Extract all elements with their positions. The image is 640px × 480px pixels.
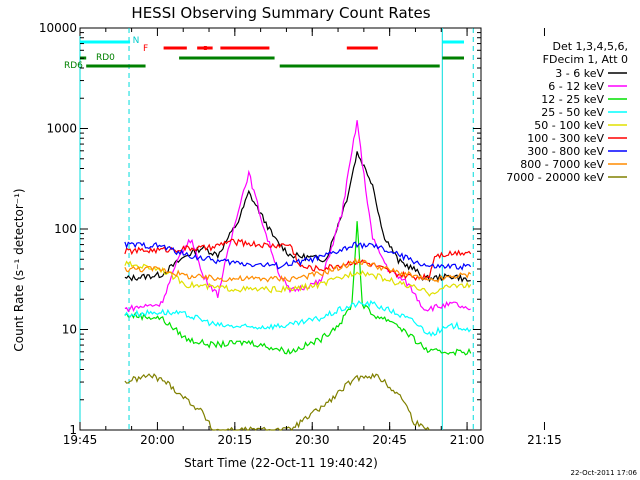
x-tick-label: 20:45: [372, 433, 407, 447]
series-line: [124, 120, 471, 313]
x-axis-label: Start Time (22-Oct-11 19:40:42): [184, 456, 378, 470]
legend-header: Det 1,3,4,5,6,: [552, 40, 628, 53]
footer-timestamp: 22-Oct-2011 17:06: [571, 469, 638, 477]
legend-label: 12 - 25 keV: [541, 93, 604, 106]
axes: 19:45 20:00 20:15 20:30 20:45 21:00 21:15 1 10 10…: [39, 21, 562, 447]
legend-label: 6 - 12 keV: [548, 80, 604, 93]
legend-label: 100 - 300 keV: [527, 132, 604, 145]
legend: Det 1,3,4,5,6,FDecim 1, Att 03 - 6 keV6 …: [506, 40, 628, 184]
y-tick-label: 100: [54, 222, 77, 236]
y-tick-label: 1: [69, 423, 77, 437]
y-tick-label: 10000: [39, 21, 77, 35]
y-axis-label: Count Rate (s⁻¹ detector⁻¹): [12, 188, 26, 351]
y-tick-label: 10: [62, 323, 77, 337]
plot-frame-group: [79, 27, 482, 431]
legend-label: 3 - 6 keV: [555, 67, 604, 80]
legend-label: 300 - 800 keV: [527, 145, 604, 158]
x-tick-label: 20:30: [295, 433, 330, 447]
series-line: [124, 372, 430, 432]
series-line: [124, 241, 472, 271]
legend-label: 25 - 50 keV: [541, 106, 604, 119]
series-line: [124, 257, 472, 283]
legend-label: 800 - 7000 keV: [520, 158, 604, 171]
plot-frame: [79, 27, 482, 431]
chart-title: HESSI Observing Summary Count Rates: [131, 4, 430, 22]
flare-label: F: [143, 44, 148, 54]
series-line: [124, 221, 472, 357]
legend-label: 50 - 100 keV: [534, 119, 604, 132]
night-label: N: [133, 36, 140, 46]
series-line: [124, 260, 472, 297]
series-lines: [124, 120, 472, 432]
series-line: [124, 151, 471, 283]
x-tick-label: 20:00: [140, 433, 175, 447]
rd6-label: RD6: [64, 61, 83, 71]
flare-bar: [203, 46, 207, 50]
series-line: [124, 299, 472, 338]
x-tick-label: 20:15: [218, 433, 253, 447]
observing-flags: RD0 RD6 NF: [64, 28, 474, 430]
y-tick-label: 1000: [46, 122, 77, 136]
x-tick-label: 19:45: [63, 433, 98, 447]
x-tick-label: 21:15: [527, 433, 562, 447]
y-axis-title: Count Rate (s⁻¹ detector⁻¹): [12, 188, 26, 351]
x-tick-label: 21:00: [450, 433, 485, 447]
legend-label: 7000 - 20000 keV: [506, 171, 604, 184]
legend-header: FDecim 1, Att 0: [543, 53, 628, 66]
rd0-label: RD0: [96, 53, 115, 63]
